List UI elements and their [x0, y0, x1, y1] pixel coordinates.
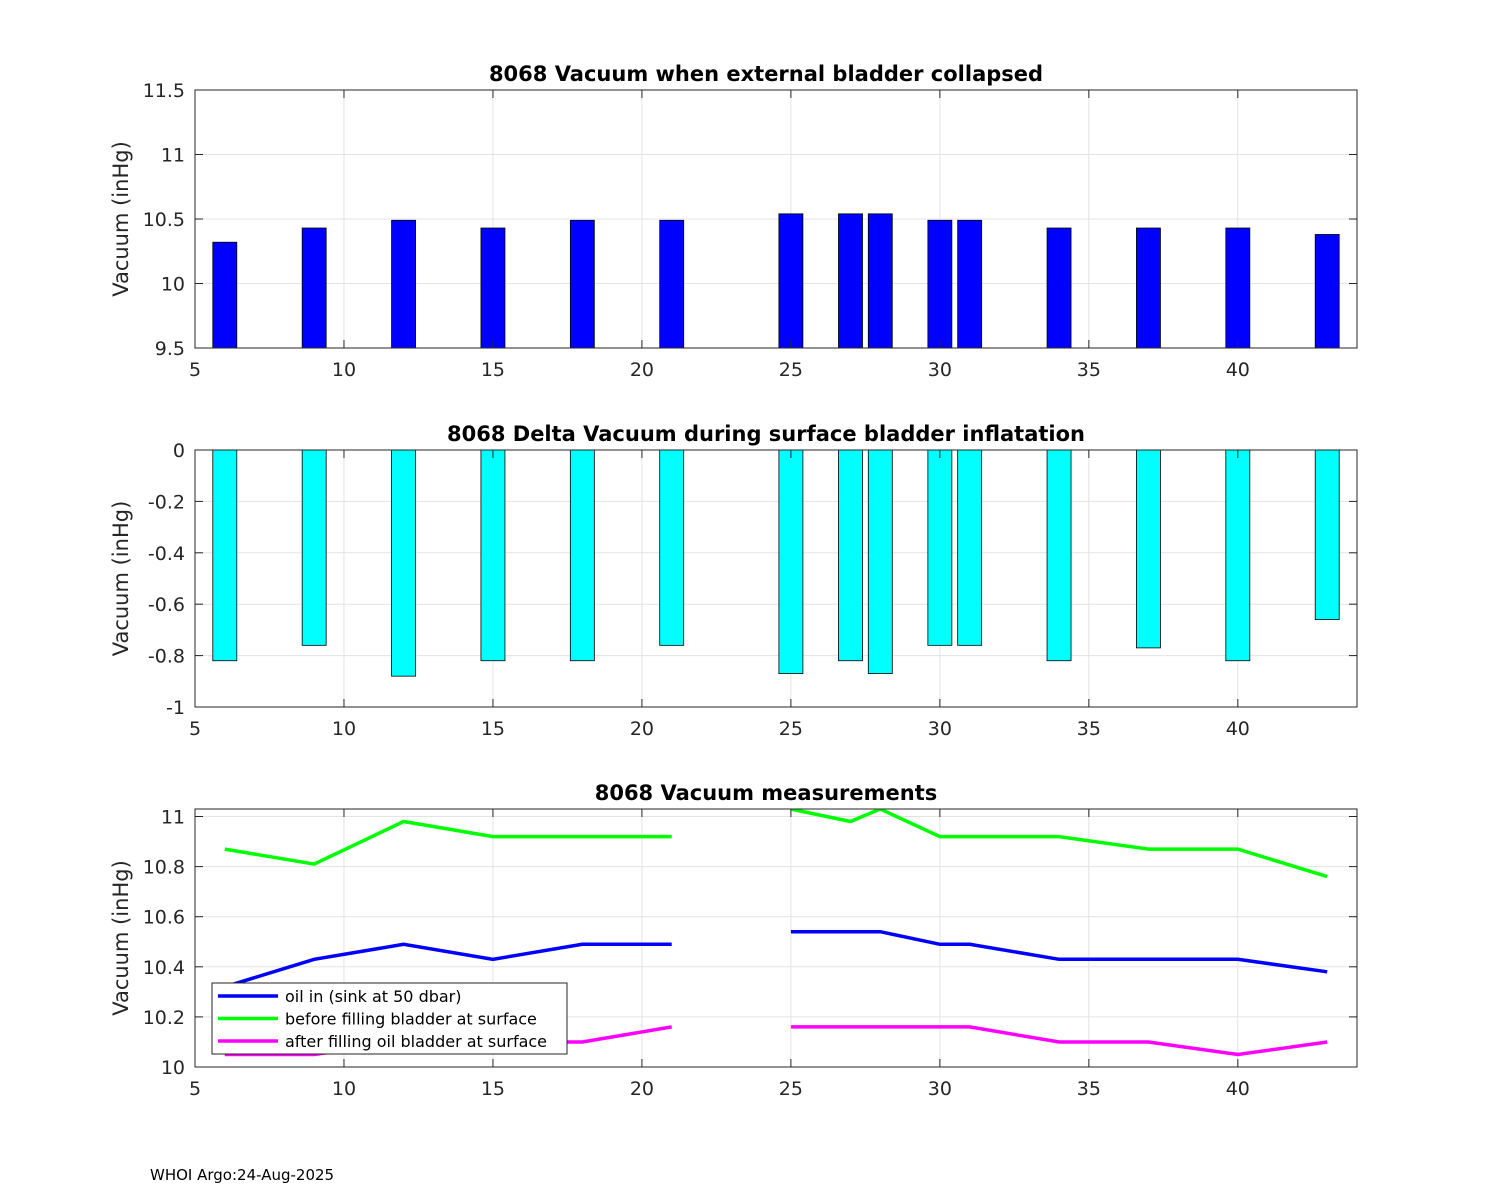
x-tick-label: 15	[481, 1078, 505, 1100]
series-line-2	[224, 809, 1328, 879]
x-tick-label: 25	[779, 718, 803, 740]
y-tick-label: -0.4	[148, 543, 185, 565]
y-tick-label: -1	[166, 697, 185, 719]
x-tick-label: 20	[630, 718, 654, 740]
y-tick-label: 10.4	[143, 957, 185, 979]
y-tick-label: 10	[161, 1057, 185, 1079]
y-tick-label: 10	[161, 274, 185, 296]
chart-panel-2: 5 10 15 20 25 30 35 40 -1 -0.8 -0.6 -0.4 -0.2 0 8068 D…	[109, 422, 1358, 740]
bar	[659, 219, 685, 349]
legend-label: oil in (sink at 50 dbar)	[285, 987, 462, 1006]
bar	[867, 213, 893, 349]
x-tick-label: 20	[630, 359, 654, 381]
bar	[1225, 227, 1251, 349]
bar	[212, 241, 238, 349]
y-tick-label: -0.6	[148, 594, 185, 616]
legend-label: after filling oil bladder at surface	[285, 1032, 547, 1051]
bar	[778, 449, 804, 674]
x-tick-label: 30	[928, 1078, 952, 1100]
bar	[1136, 227, 1161, 349]
y-tick-label: 0	[173, 440, 185, 462]
chart-title: 8068 Vacuum when external bladder collap…	[489, 62, 1043, 86]
x-tick-label: 5	[189, 718, 201, 740]
bar	[1314, 234, 1340, 349]
y-tick-label: 11	[161, 145, 185, 167]
x-tick-label: 40	[1226, 359, 1250, 381]
legend: oil in (sink at 50 dbar) before filling b…	[211, 982, 568, 1055]
footer-timestamp: WHOI Argo:24-Aug-2025	[150, 1166, 335, 1184]
x-tick-label: 10	[332, 359, 356, 381]
bar	[957, 449, 983, 646]
bar	[659, 449, 685, 646]
bar	[480, 449, 506, 662]
bar	[927, 449, 953, 646]
bar	[480, 227, 506, 349]
chart-panel-3: 5 10 15 20 25 30 35 401010.210.410.610.8118068 …	[109, 781, 1358, 1100]
y-axis-label: Vacuum (inHg)	[109, 501, 133, 657]
x-tick-label: 30	[928, 359, 952, 381]
y-tick-label: 11.5	[143, 80, 185, 102]
bar	[212, 449, 238, 662]
axes-box	[194, 808, 1358, 1068]
y-axis-label: Vacuum (inHg)	[109, 141, 133, 297]
bar	[778, 213, 804, 349]
bar	[838, 449, 863, 662]
chart-title: 8068 Vacuum measurements	[595, 781, 938, 805]
x-tick-label: 15	[481, 359, 505, 381]
x-tick-label: 10	[332, 1078, 356, 1100]
y-tick-label: 9.5	[155, 338, 185, 360]
y-tick-label: 10.6	[143, 907, 185, 929]
x-tick-label: 15	[481, 718, 505, 740]
bar	[569, 449, 595, 662]
x-tick-label: 10	[332, 718, 356, 740]
bar	[569, 219, 595, 349]
chart-panel-1: 5 10 15 20 25 30 35 40 9.5 10 10.5 11 11.5 8068 Vacuu…	[109, 62, 1358, 381]
y-tick-label: 10.8	[143, 857, 185, 879]
y-tick-label: 10.5	[143, 209, 185, 231]
y-tick-label: -0.2	[148, 491, 185, 513]
x-tick-label: 30	[928, 718, 952, 740]
bar	[838, 213, 863, 349]
x-tick-label: 25	[779, 1078, 803, 1100]
y-tick-label: 11	[161, 807, 185, 829]
series-line-1	[224, 929, 1328, 989]
y-tick-label: 10.2	[143, 1007, 185, 1029]
x-tick-label: 40	[1226, 1078, 1250, 1100]
bar	[391, 219, 416, 349]
legend-label: before filling bladder at surface	[285, 1010, 537, 1029]
bar	[301, 227, 327, 349]
x-tick-label: 35	[1077, 718, 1101, 740]
bar	[301, 449, 327, 646]
x-tick-label: 35	[1077, 359, 1101, 381]
bar	[867, 449, 893, 674]
bar	[957, 219, 983, 349]
x-tick-label: 20	[630, 1078, 654, 1100]
y-tick-label: -0.8	[148, 646, 185, 668]
bar	[391, 449, 416, 677]
bar	[927, 219, 953, 349]
y-axis-label: Vacuum (inHg)	[109, 860, 133, 1016]
axes-box	[194, 449, 1358, 708]
bar	[1314, 449, 1340, 621]
bar	[1136, 449, 1161, 649]
x-tick-label: 5	[189, 359, 201, 381]
bar	[1046, 449, 1072, 662]
x-tick-label: 35	[1077, 1078, 1101, 1100]
chart-title: 8068 Delta Vacuum during surface bladder…	[447, 422, 1085, 446]
x-tick-label: 25	[779, 359, 803, 381]
bar	[1046, 227, 1072, 349]
bar	[1225, 449, 1251, 662]
x-tick-label: 40	[1226, 718, 1250, 740]
x-tick-label: 5	[189, 1078, 201, 1100]
